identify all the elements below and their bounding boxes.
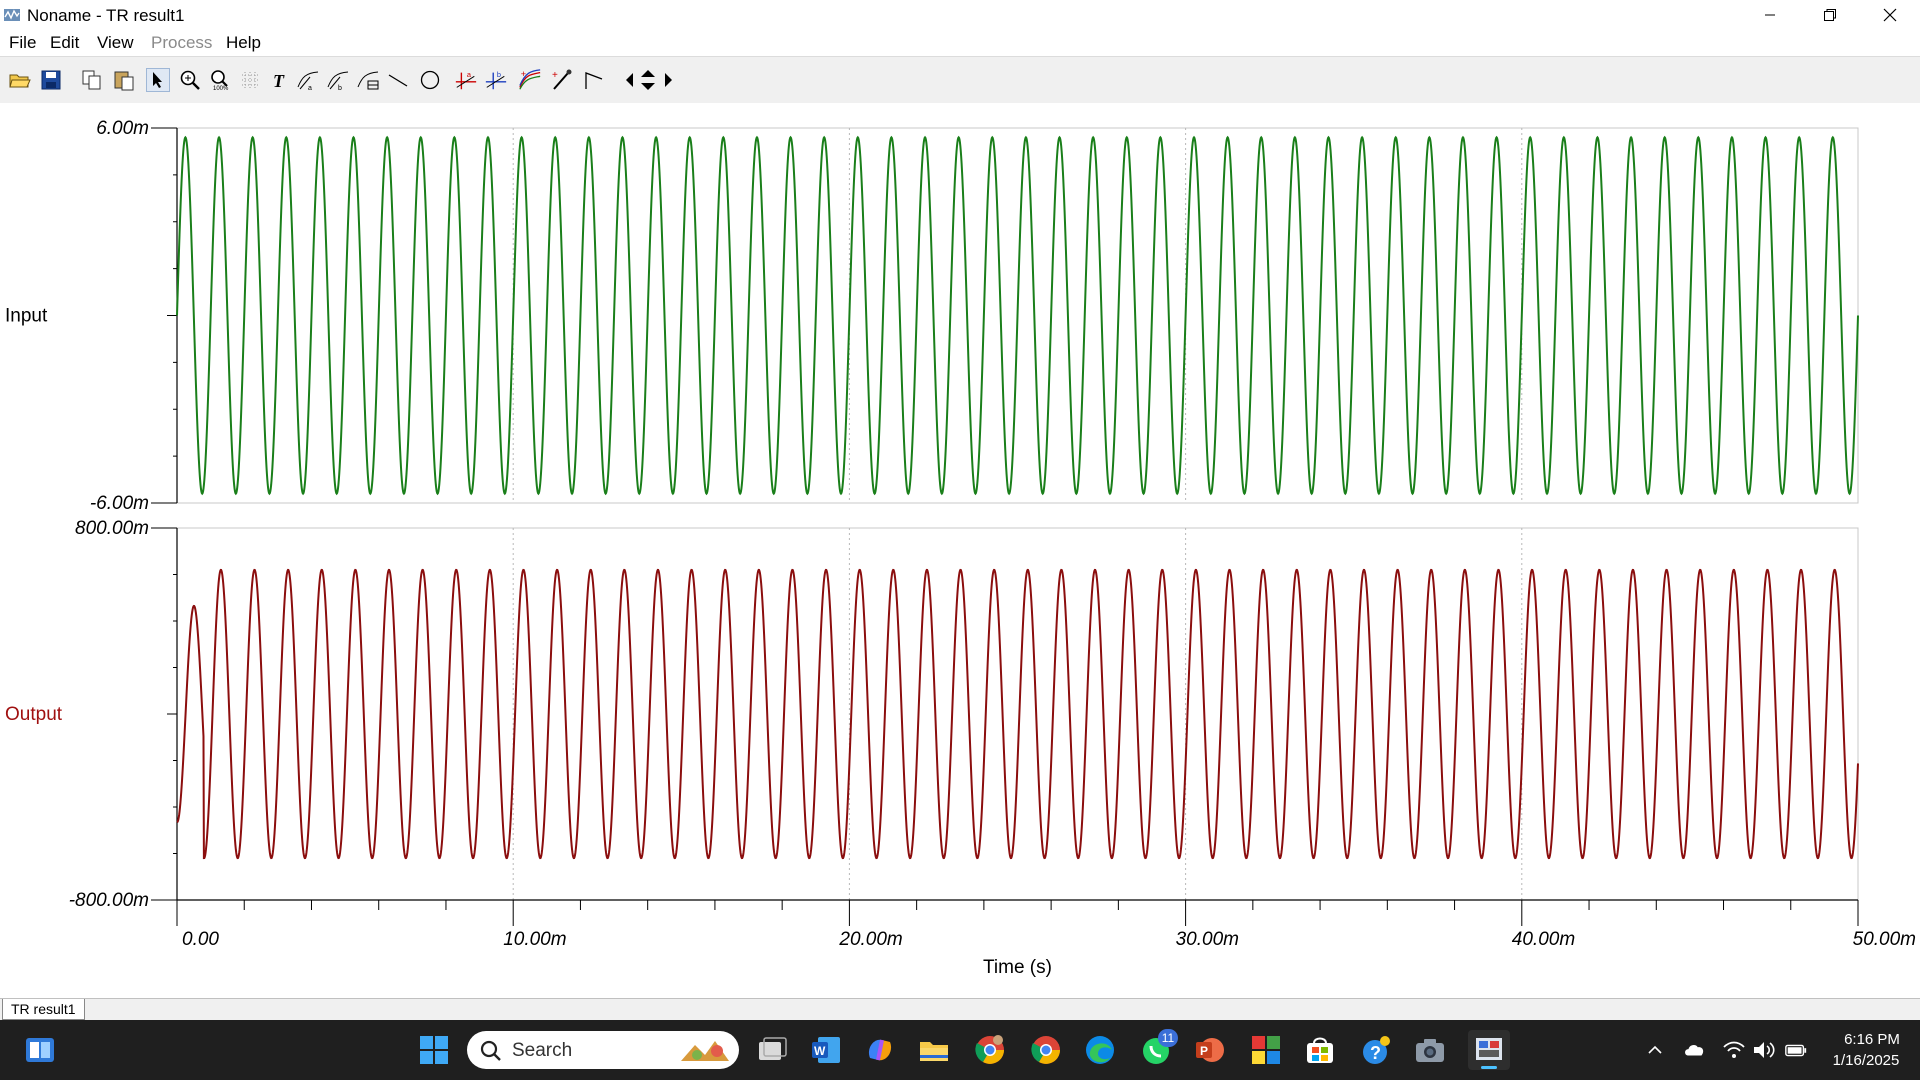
menu-bar: File Edit View Process Help [0, 30, 1920, 56]
copy-icon[interactable] [80, 68, 104, 92]
cloud-icon[interactable] [1683, 1039, 1707, 1061]
scroll-left-icon[interactable] [618, 68, 642, 92]
svg-text:b: b [338, 85, 342, 91]
x-tick-label: 50.00m [1853, 929, 1916, 950]
file-explorer-icon[interactable] [918, 1034, 950, 1066]
camera-icon[interactable] [1414, 1034, 1446, 1066]
pen-icon[interactable]: + [550, 68, 574, 92]
search-placeholder: Search [512, 1040, 573, 1061]
curve-style-icon[interactable]: + [518, 68, 542, 92]
circle-icon[interactable] [418, 68, 442, 92]
x-tick-label: 0.00 [182, 929, 219, 950]
y-axis-label: Output [5, 704, 63, 725]
tina-app-icon[interactable] [1468, 1030, 1510, 1070]
svg-text:+: + [552, 70, 558, 81]
corner-icon[interactable] [582, 68, 606, 92]
chrome-profile-icon[interactable] [974, 1034, 1006, 1066]
search-box[interactable]: Search [467, 1031, 739, 1069]
waveform-plot[interactable]: 6.00m -6.00m Input 800.00m -800.00m Output 0.0… [0, 103, 1920, 998]
y-tick-label-top: 800.00m [75, 518, 149, 539]
svg-text:b: b [497, 70, 501, 79]
svg-text:?: ? [1370, 1043, 1381, 1063]
minimize-button[interactable] [1740, 0, 1800, 30]
zoom-in-icon[interactable] [178, 68, 202, 92]
line-icon[interactable] [386, 68, 410, 92]
whatsapp-badge: 11 [1158, 1029, 1178, 1047]
svg-text:T: T [273, 71, 285, 90]
zoom-100-icon[interactable]: 100% [208, 68, 232, 92]
search-icon [480, 1040, 501, 1061]
marker-b-icon[interactable]: b [484, 68, 508, 92]
widgets-icon[interactable] [24, 1034, 56, 1066]
menu-file[interactable]: File [9, 33, 37, 52]
y-tick-label-bottom: -800.00m [69, 890, 149, 911]
select-arrow-icon[interactable] [146, 68, 170, 92]
open-icon[interactable] [8, 68, 32, 92]
plot-frame [176, 527, 1859, 901]
taskbar: Search W 11 P ? [0, 1020, 1920, 1080]
svg-text:a: a [308, 85, 312, 91]
whatsapp-icon[interactable]: 11 [1140, 1029, 1178, 1066]
menu-help[interactable]: Help [226, 33, 261, 52]
clock-date[interactable]: 1/16/2025 [1832, 1052, 1900, 1069]
waveform-input [176, 135, 1859, 496]
menu-edit[interactable]: Edit [50, 33, 80, 52]
svg-text:W: W [814, 1044, 826, 1058]
volume-icon[interactable] [1752, 1039, 1776, 1061]
chevron-up-icon[interactable] [1643, 1039, 1667, 1061]
close-button[interactable] [1860, 0, 1920, 30]
scroll-right-icon[interactable] [656, 68, 680, 92]
clock-time[interactable]: 6:16 PM [1844, 1031, 1900, 1048]
svg-text:+: + [521, 69, 526, 79]
waveform-output [176, 568, 1859, 860]
tab-tr-result1[interactable]: TR result1 [2, 999, 85, 1020]
chrome-icon[interactable] [1030, 1034, 1062, 1066]
cursor-a-icon[interactable]: a [296, 68, 320, 92]
start-icon[interactable] [418, 1034, 450, 1066]
marker-a-icon[interactable]: a [454, 68, 478, 92]
svg-text:a: a [467, 70, 472, 79]
window-title: Noname - TR result1 [27, 6, 185, 25]
grid-icon[interactable] [238, 68, 262, 92]
toolbar: 100% T a b a b + + [0, 56, 1920, 104]
copilot-icon[interactable] [864, 1034, 896, 1066]
x-tick-label: 40.00m [1512, 929, 1575, 950]
x-axis-label: Time (s) [983, 957, 1052, 978]
menu-process[interactable]: Process [151, 33, 213, 52]
x-tick-label: 30.00m [1176, 929, 1239, 950]
word-icon[interactable]: W [810, 1034, 842, 1066]
save-icon[interactable] [39, 68, 63, 92]
wifi-icon[interactable] [1722, 1039, 1746, 1061]
title-bar: Noname - TR result1 [0, 0, 1920, 30]
app-logo-icon [4, 9, 20, 21]
text-icon[interactable]: T [268, 68, 292, 92]
colorful-app-icon[interactable] [1250, 1034, 1282, 1066]
edge-icon[interactable] [1084, 1034, 1116, 1066]
store-icon[interactable] [1304, 1034, 1336, 1066]
svg-text:100%: 100% [213, 86, 229, 91]
cursor-table-icon[interactable] [356, 68, 380, 92]
task-view-icon[interactable] [756, 1034, 788, 1066]
x-tick-label: 20.00m [838, 929, 902, 950]
restore-button[interactable] [1800, 0, 1860, 30]
sheet-tab-bar: TR result1 [0, 998, 1920, 1021]
paste-icon[interactable] [112, 68, 136, 92]
y-axis-label: Input [5, 306, 48, 327]
plot-area[interactable]: 6.00m -6.00m Input 800.00m -800.00m Output 0.0… [0, 103, 1920, 998]
x-tick-label: 10.00m [503, 929, 566, 950]
menu-view[interactable]: View [97, 33, 134, 52]
svg-text:P: P [1200, 1044, 1208, 1058]
help-icon[interactable]: ? [1360, 1034, 1392, 1066]
battery-icon[interactable] [1784, 1039, 1808, 1061]
y-tick-label-bottom: -6.00m [90, 493, 149, 514]
powerpoint-icon[interactable]: P [1194, 1034, 1226, 1066]
y-tick-label-top: 6.00m [96, 118, 149, 139]
cursor-b-icon[interactable]: b [326, 68, 350, 92]
search-highlight-icon [681, 1041, 729, 1061]
scroll-updown-icon[interactable] [636, 68, 660, 92]
